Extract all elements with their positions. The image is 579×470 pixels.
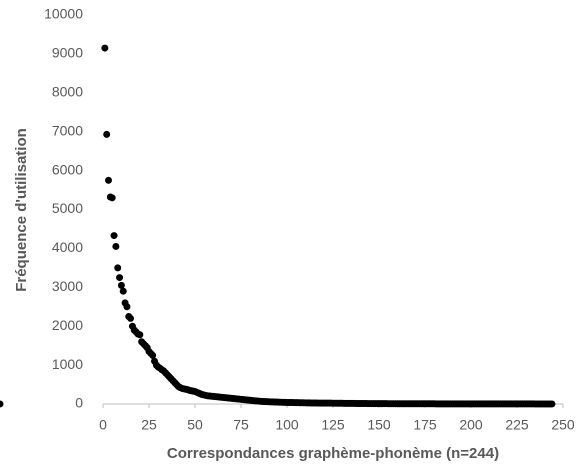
point [105,176,113,184]
y-tick-label: 4000 [52,239,83,255]
point [0,400,4,408]
y-tick-label: 9000 [52,45,83,61]
point [116,274,124,282]
x-tick-label: 225 [505,417,529,433]
point [103,130,111,138]
point [112,242,120,250]
y-tick-label: 1000 [52,356,83,372]
x-tick-label: 50 [187,417,203,433]
x-tick-label: 200 [459,417,483,433]
y-tick-label: 8000 [52,84,83,100]
point [119,287,127,295]
point [110,232,118,240]
x-tick-label: 125 [321,417,345,433]
point [101,44,109,52]
y-axis-title: Fréquence d'utilisation [13,128,30,292]
y-tick-label: 6000 [52,161,83,177]
point [548,400,556,408]
x-tick-label: 150 [367,417,391,433]
x-tick-label: 250 [551,417,575,433]
x-tick-label: 0 [99,417,107,433]
x-tick-label: 100 [275,417,299,433]
x-tick-label: 75 [233,417,249,433]
x-axis-title: Correspondances graphème-phonème (n=244) [167,445,499,462]
y-tick-label: 5000 [52,200,83,216]
point [114,264,122,272]
y-tick-label: 7000 [52,122,83,138]
y-tick-label: 2000 [52,317,83,333]
point [123,303,131,311]
point [136,331,144,339]
x-tick-label: 25 [141,417,157,433]
point [108,194,116,202]
point [117,281,125,289]
point [149,351,157,359]
y-tick-label: 3000 [52,278,83,294]
y-tick-label: 10000 [44,6,83,22]
y-tick-label: 0 [75,395,83,411]
x-tick-label: 175 [413,417,437,433]
point [127,314,135,322]
